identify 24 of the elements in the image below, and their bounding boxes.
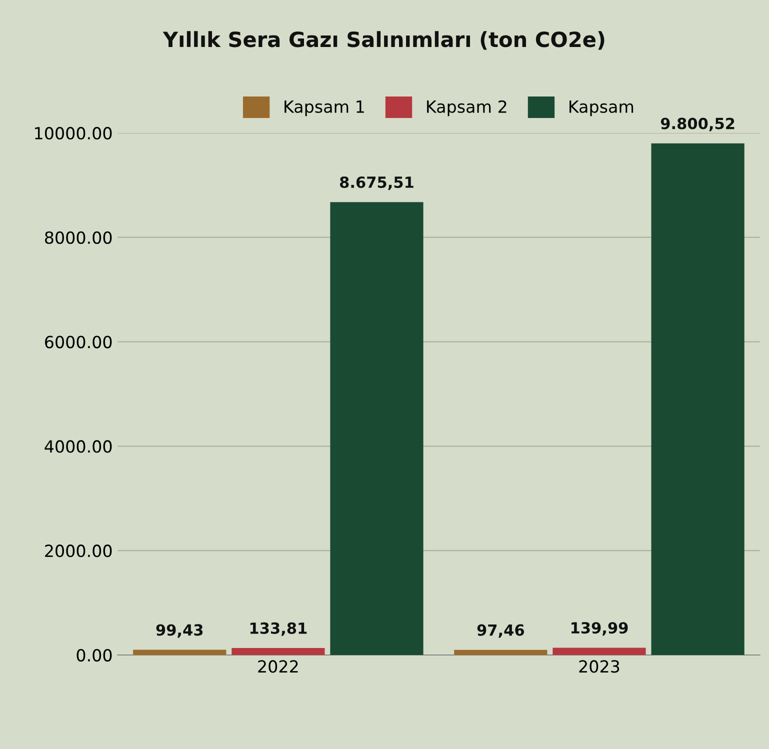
- y-tick-label: 8000.00: [45, 231, 112, 244]
- bar: [330, 202, 424, 655]
- x-tick-label: 2023: [579, 660, 620, 673]
- data-label: 8.675,51: [340, 176, 414, 190]
- bar: [651, 143, 744, 655]
- data-label: 9.800,52: [660, 118, 734, 132]
- y-tick-label: 2000.00: [45, 544, 112, 558]
- data-label: 99,43: [156, 624, 203, 638]
- y-tick-label: 4000.00: [44, 440, 112, 453]
- bar: [133, 650, 226, 655]
- y-tick-label: 10000.00: [35, 126, 112, 140]
- chart-title: Yıllık Sera Gazı Salınımları (ton CO2e): [162, 31, 604, 50]
- legend-label: Kapsam 2: [427, 100, 506, 116]
- data-label: 133,81: [250, 622, 307, 636]
- y-tick-label: 6000.00: [45, 336, 112, 348]
- legend-label: Kapsam: [570, 100, 634, 116]
- legend-label: Kapsam 1: [284, 100, 364, 116]
- bar: [552, 648, 646, 655]
- y-tick-label: 0.00: [76, 648, 112, 662]
- bar: [454, 650, 548, 655]
- bar: [232, 648, 325, 655]
- data-label: 97,46: [477, 624, 524, 638]
- x-tick-label: 2022: [258, 660, 298, 673]
- data-label: 139,99: [571, 622, 628, 636]
